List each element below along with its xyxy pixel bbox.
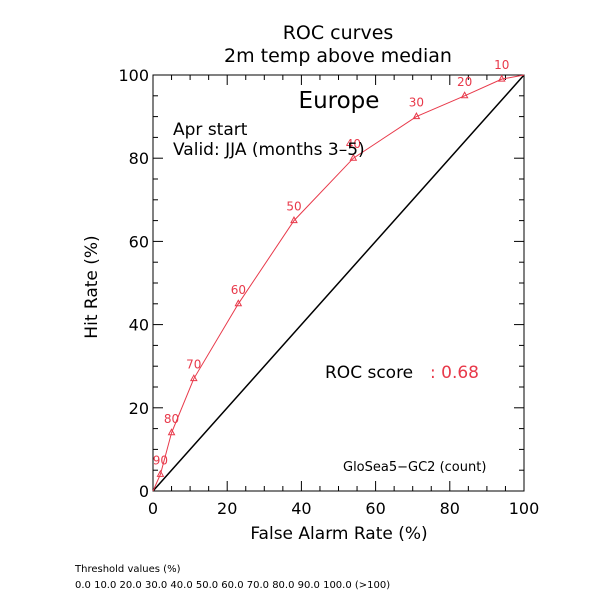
y-tick-labels: 0 20 40 60 80 100 [118, 66, 149, 501]
threshold-values: 0.0 10.0 20.0 30.0 40.0 50.0 60.0 70.0 8… [75, 580, 391, 591]
x-tick-label: 40 [291, 499, 311, 518]
threshold-legend: Threshold values (%) 0.0 10.0 20.0 30.0 … [75, 562, 390, 594]
roc-point-marker [460, 91, 469, 99]
roc-point-marker [234, 299, 243, 307]
roc-point-marker [497, 74, 506, 82]
roc-score-value: : 0.68 [430, 363, 479, 383]
roc-point-marker [189, 374, 198, 382]
threshold-point-label: 10 [494, 58, 509, 72]
roc-point-marker [156, 469, 165, 477]
no-skill-diagonal [152, 74, 525, 492]
y-tick-label: 60 [129, 232, 149, 251]
threshold-point-label: 70 [186, 358, 201, 372]
threshold-point-label: 50 [286, 200, 301, 214]
threshold-point-label: 90 [153, 453, 168, 467]
threshold-point-label: 60 [231, 283, 246, 297]
threshold-point-label: 80 [164, 412, 179, 426]
chart-subtitle: 2m temp above median [224, 45, 452, 67]
roc-point-marker [290, 216, 298, 224]
roc-curve-line [152, 74, 525, 492]
x-tick-label: 20 [217, 499, 237, 518]
x-axis-label: False Alarm Rate (%) [250, 524, 427, 544]
model-label: GloSea5−GC2 (count) [343, 460, 486, 475]
threshold-point-label: 30 [409, 96, 424, 110]
x-tick-label: 80 [440, 499, 460, 518]
roc-score-label: ROC score [325, 363, 413, 383]
threshold-point-label: 20 [457, 75, 472, 89]
roc-point-marker [349, 153, 358, 161]
roc-points: 90 80 70 60 50 40 30 20 10 [153, 58, 509, 477]
roc-point-marker [167, 428, 176, 436]
x-tick-labels: 0 20 40 60 80 100 [148, 499, 539, 518]
valid-label: Valid: JJA (months 3–5) [173, 140, 365, 160]
chart-title: ROC curves [283, 22, 394, 44]
y-tick-label: 100 [118, 66, 149, 85]
threshold-title: Threshold values (%) [75, 564, 181, 575]
plot-frame [152, 74, 525, 492]
x-tick-label: 100 [509, 499, 540, 518]
region-label: Europe [299, 88, 380, 114]
y-tick-label: 20 [129, 399, 149, 418]
x-tick-label: 60 [365, 499, 385, 518]
start-label: Apr start [173, 120, 248, 140]
y-tick-label: 80 [129, 149, 149, 168]
roc-point-marker [412, 112, 421, 120]
threshold-point-label: 40 [346, 137, 361, 151]
x-tick-label: 0 [148, 499, 158, 518]
y-axis-label: Hit Rate (%) [82, 235, 102, 338]
y-tick-label: 40 [129, 316, 149, 335]
y-tick-label: 0 [139, 482, 149, 501]
